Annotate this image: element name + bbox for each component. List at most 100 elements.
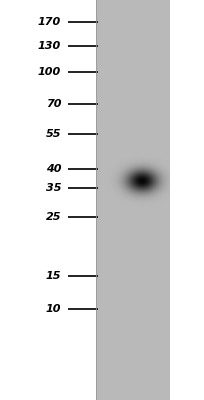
Bar [96,250,169,253]
Text: 35: 35 [46,183,61,193]
Bar [96,276,169,280]
Bar [96,6,169,10]
Bar [96,53,169,57]
Bar [96,350,169,353]
Bar [96,386,169,390]
Bar [96,116,169,120]
Bar [96,16,169,20]
Bar [96,86,169,90]
Bar [96,93,169,97]
Bar [96,176,169,180]
Bar [96,293,169,297]
Bar [96,63,169,67]
Text: 70: 70 [46,99,61,109]
Text: 40: 40 [46,164,61,174]
Bar [96,333,169,337]
Bar [96,43,169,47]
Bar [96,0,169,400]
Bar [96,223,169,227]
Bar [96,73,169,77]
Bar [96,243,169,247]
Bar [96,226,169,230]
Bar [96,83,169,87]
Bar [96,76,169,80]
Bar [96,3,169,7]
Bar [96,210,169,213]
Bar [96,360,169,363]
Bar [96,50,169,53]
Bar [96,306,169,310]
Bar [96,230,169,233]
Bar [96,163,169,167]
Bar [96,120,169,123]
Bar [96,216,169,220]
Bar [96,156,169,160]
Bar [96,303,169,307]
Bar [96,366,169,370]
Bar [96,160,169,163]
Text: 55: 55 [46,129,61,139]
Bar [96,253,169,257]
Text: 25: 25 [46,212,61,222]
Bar [96,170,169,173]
Bar [96,33,169,37]
Bar [96,283,169,287]
Bar [96,356,169,360]
Bar [96,136,169,140]
Bar [96,0,169,3]
Bar [96,270,169,273]
Bar [96,140,169,143]
Bar [96,320,169,323]
Bar [96,126,169,130]
Bar [96,150,169,153]
Bar [96,190,169,193]
Bar [96,346,169,350]
Bar [96,60,169,63]
Bar [96,153,169,157]
Bar [96,130,169,133]
Bar [96,290,169,293]
Bar [96,256,169,260]
Bar [96,23,169,27]
Bar [96,383,169,387]
Bar [96,103,169,107]
Text: 170: 170 [38,17,61,27]
Bar [96,296,169,300]
Bar [96,313,169,317]
Bar [96,36,169,40]
Bar [96,310,169,313]
Bar [96,260,169,263]
Bar [96,340,169,343]
Bar [96,246,169,250]
Bar [96,213,169,217]
Bar [96,173,169,177]
Bar [96,193,169,197]
Bar [96,300,169,303]
Bar [96,240,169,243]
Bar [96,106,169,110]
Bar [96,286,169,290]
Bar [96,396,169,400]
Bar [96,80,169,83]
Bar [96,280,169,283]
Bar [96,343,169,347]
Bar [96,266,169,270]
Text: 10: 10 [46,304,61,314]
Bar [96,206,169,210]
Bar [96,90,169,93]
Bar [96,370,169,373]
Text: 100: 100 [38,67,61,77]
Bar [96,40,169,43]
Bar [96,393,169,397]
Bar [96,236,169,240]
Bar [96,26,169,30]
Bar [96,273,169,277]
Bar [96,66,169,70]
Bar [96,353,169,357]
Bar [96,380,169,383]
Bar [96,180,169,183]
Bar [96,133,169,137]
Bar [96,143,169,147]
Bar [96,113,169,117]
Bar [96,323,169,327]
